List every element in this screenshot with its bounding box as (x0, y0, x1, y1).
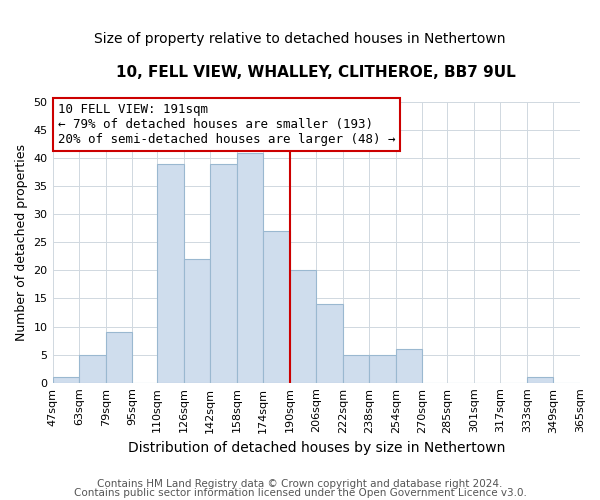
Bar (343, 354, 370, 382)
Bar (236, 152, 263, 382)
Bar (184, 259, 210, 382)
Text: Contains public sector information licensed under the Open Government Licence v3: Contains public sector information licen… (74, 488, 526, 498)
Bar (290, 270, 316, 382)
Bar (316, 304, 343, 382)
Text: 10 FELL VIEW: 191sqm
← 79% of detached houses are smaller (193)
20% of semi-deta: 10 FELL VIEW: 191sqm ← 79% of detached h… (58, 104, 395, 146)
Bar (370, 354, 396, 382)
Bar (79, 354, 106, 382)
Bar (106, 332, 132, 382)
Y-axis label: Number of detached properties: Number of detached properties (15, 144, 28, 341)
Bar (157, 164, 184, 382)
Bar (53, 377, 79, 382)
Bar (527, 377, 553, 382)
Text: Size of property relative to detached houses in Nethertown: Size of property relative to detached ho… (94, 32, 506, 46)
Bar (396, 349, 422, 382)
Bar (210, 164, 236, 382)
Title: 10, FELL VIEW, WHALLEY, CLITHEROE, BB7 9UL: 10, FELL VIEW, WHALLEY, CLITHEROE, BB7 9… (116, 65, 516, 80)
Text: Contains HM Land Registry data © Crown copyright and database right 2024.: Contains HM Land Registry data © Crown c… (97, 479, 503, 489)
Bar (263, 231, 290, 382)
X-axis label: Distribution of detached houses by size in Nethertown: Distribution of detached houses by size … (128, 441, 505, 455)
